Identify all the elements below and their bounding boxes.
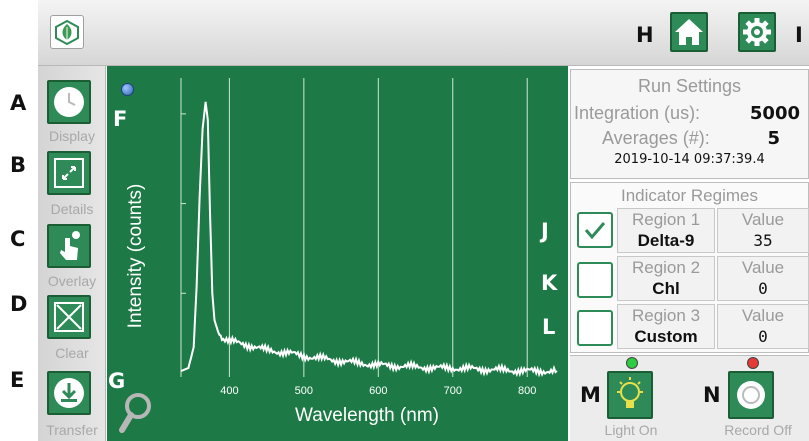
region-2-label: Region 2 (631, 258, 701, 277)
averages-row: Averages (#): 5 (571, 128, 808, 149)
display-button[interactable] (47, 80, 91, 124)
chart-axes (180, 78, 186, 377)
transfer-label: Transfer (46, 422, 98, 438)
region-2-value-header: Value (741, 258, 785, 277)
clear-icon (54, 302, 84, 332)
record-status-led (747, 357, 759, 369)
home-button[interactable] (670, 12, 708, 52)
spectrum-plot[interactable]: 400 500 600 700 800 Wavelength (nm) Intensit… (107, 66, 568, 441)
x-tick-label: 500 (295, 385, 313, 397)
checkmark-icon (584, 222, 606, 240)
clock-icon (54, 87, 84, 117)
averages-value: 5 (767, 128, 780, 149)
region-1-name: Delta-9 (637, 231, 695, 250)
leaf-logo-icon (55, 19, 79, 46)
region-2-value-cell: Value 0 (717, 256, 809, 301)
home-icon (675, 19, 703, 45)
chart-grid (228, 78, 528, 377)
region-1-label: Region 1 (631, 210, 701, 229)
settings-button[interactable] (738, 12, 776, 52)
download-icon (54, 378, 84, 408)
spectrum-line (180, 101, 558, 378)
averages-label: Averages (#): (602, 128, 710, 148)
region-1-checkbox[interactable] (577, 212, 613, 248)
region-3-value: 0 (758, 327, 768, 346)
region-3-name: Custom (634, 327, 698, 346)
details-label: Details (50, 201, 94, 217)
status-dot (121, 83, 134, 96)
run-settings-title: Run Settings (637, 76, 742, 96)
app-logo (50, 15, 84, 49)
record-button[interactable] (728, 371, 774, 419)
integration-value: 5000 (749, 103, 800, 124)
region-3-value-header: Value (741, 306, 785, 325)
region-2-checkbox[interactable] (577, 262, 613, 298)
callout-m: M (580, 383, 601, 407)
gear-icon (743, 18, 771, 46)
run-timestamp: 2019-10-14 09:37:39.4 (614, 152, 765, 167)
x-tick-label: 400 (220, 385, 238, 397)
region-2-name: Chl (652, 279, 680, 298)
light-button[interactable] (607, 371, 653, 419)
record-icon (737, 381, 765, 409)
region-2-cell: Region 2 Chl (617, 256, 715, 301)
indicator-regimes-title: Indicator Regimes (620, 186, 758, 205)
region-3-label: Region 3 (631, 306, 701, 325)
details-button[interactable] (47, 151, 91, 195)
region-3-cell: Region 3 Custom (617, 304, 715, 349)
integration-label: Integration (us): (574, 103, 701, 123)
light-status-led (626, 357, 638, 369)
callout-h: H (636, 23, 654, 47)
y-axis-label: Intensity (counts) (125, 184, 146, 329)
left-sidebar: Display Details Overlay Clear Transfer (38, 66, 106, 441)
touch-icon (60, 231, 80, 260)
light-label: Light On (604, 422, 658, 438)
callout-i: I (795, 23, 803, 47)
callout-e: E (10, 368, 25, 392)
callout-k: K (541, 271, 558, 295)
overlay-button[interactable] (47, 224, 91, 268)
callout-f: F (113, 107, 128, 131)
region-3-checkbox[interactable] (577, 310, 613, 346)
region-1-value: 35 (753, 231, 773, 250)
region-1-cell: Region 1 Delta-9 (617, 208, 715, 253)
clear-button[interactable] (47, 295, 91, 339)
overlay-label: Overlay (47, 273, 97, 289)
clear-label: Clear (55, 345, 89, 361)
x-tick-label: 800 (518, 385, 536, 397)
region-1-value-header: Value (741, 210, 785, 229)
x-tick-label: 700 (444, 385, 462, 397)
spectrum-chart: 400 500 600 700 800 Wavelength (nm) Intensit… (125, 78, 558, 426)
callout-c: C (10, 227, 26, 251)
magnifier-icon[interactable] (118, 392, 154, 436)
lightbulb-icon (617, 377, 643, 408)
region-2-value: 0 (758, 279, 768, 298)
callout-g: G (108, 369, 126, 393)
collapse-arrows-icon (54, 158, 84, 188)
callout-j: J (541, 219, 549, 243)
x-tick-label: 600 (369, 385, 387, 397)
callout-n: N (703, 383, 721, 407)
callout-l: L (542, 315, 556, 339)
x-axis-label: Wavelength (nm) (295, 405, 439, 426)
region-1-value-cell: Value 35 (717, 208, 809, 253)
display-label: Display (49, 128, 95, 144)
callout-a: A (10, 91, 27, 115)
callout-d: D (10, 292, 28, 316)
record-label: Record Off (724, 422, 792, 438)
transfer-button[interactable] (47, 371, 91, 415)
callout-b: B (10, 153, 27, 177)
integration-row: Integration (us): 5000 (571, 103, 808, 124)
run-settings-panel: Run Settings Integration (us): 5000 Aver… (570, 69, 809, 179)
region-3-value-cell: Value 0 (717, 304, 809, 349)
x-axis-ticks: 400 500 600 700 800 (220, 385, 536, 397)
